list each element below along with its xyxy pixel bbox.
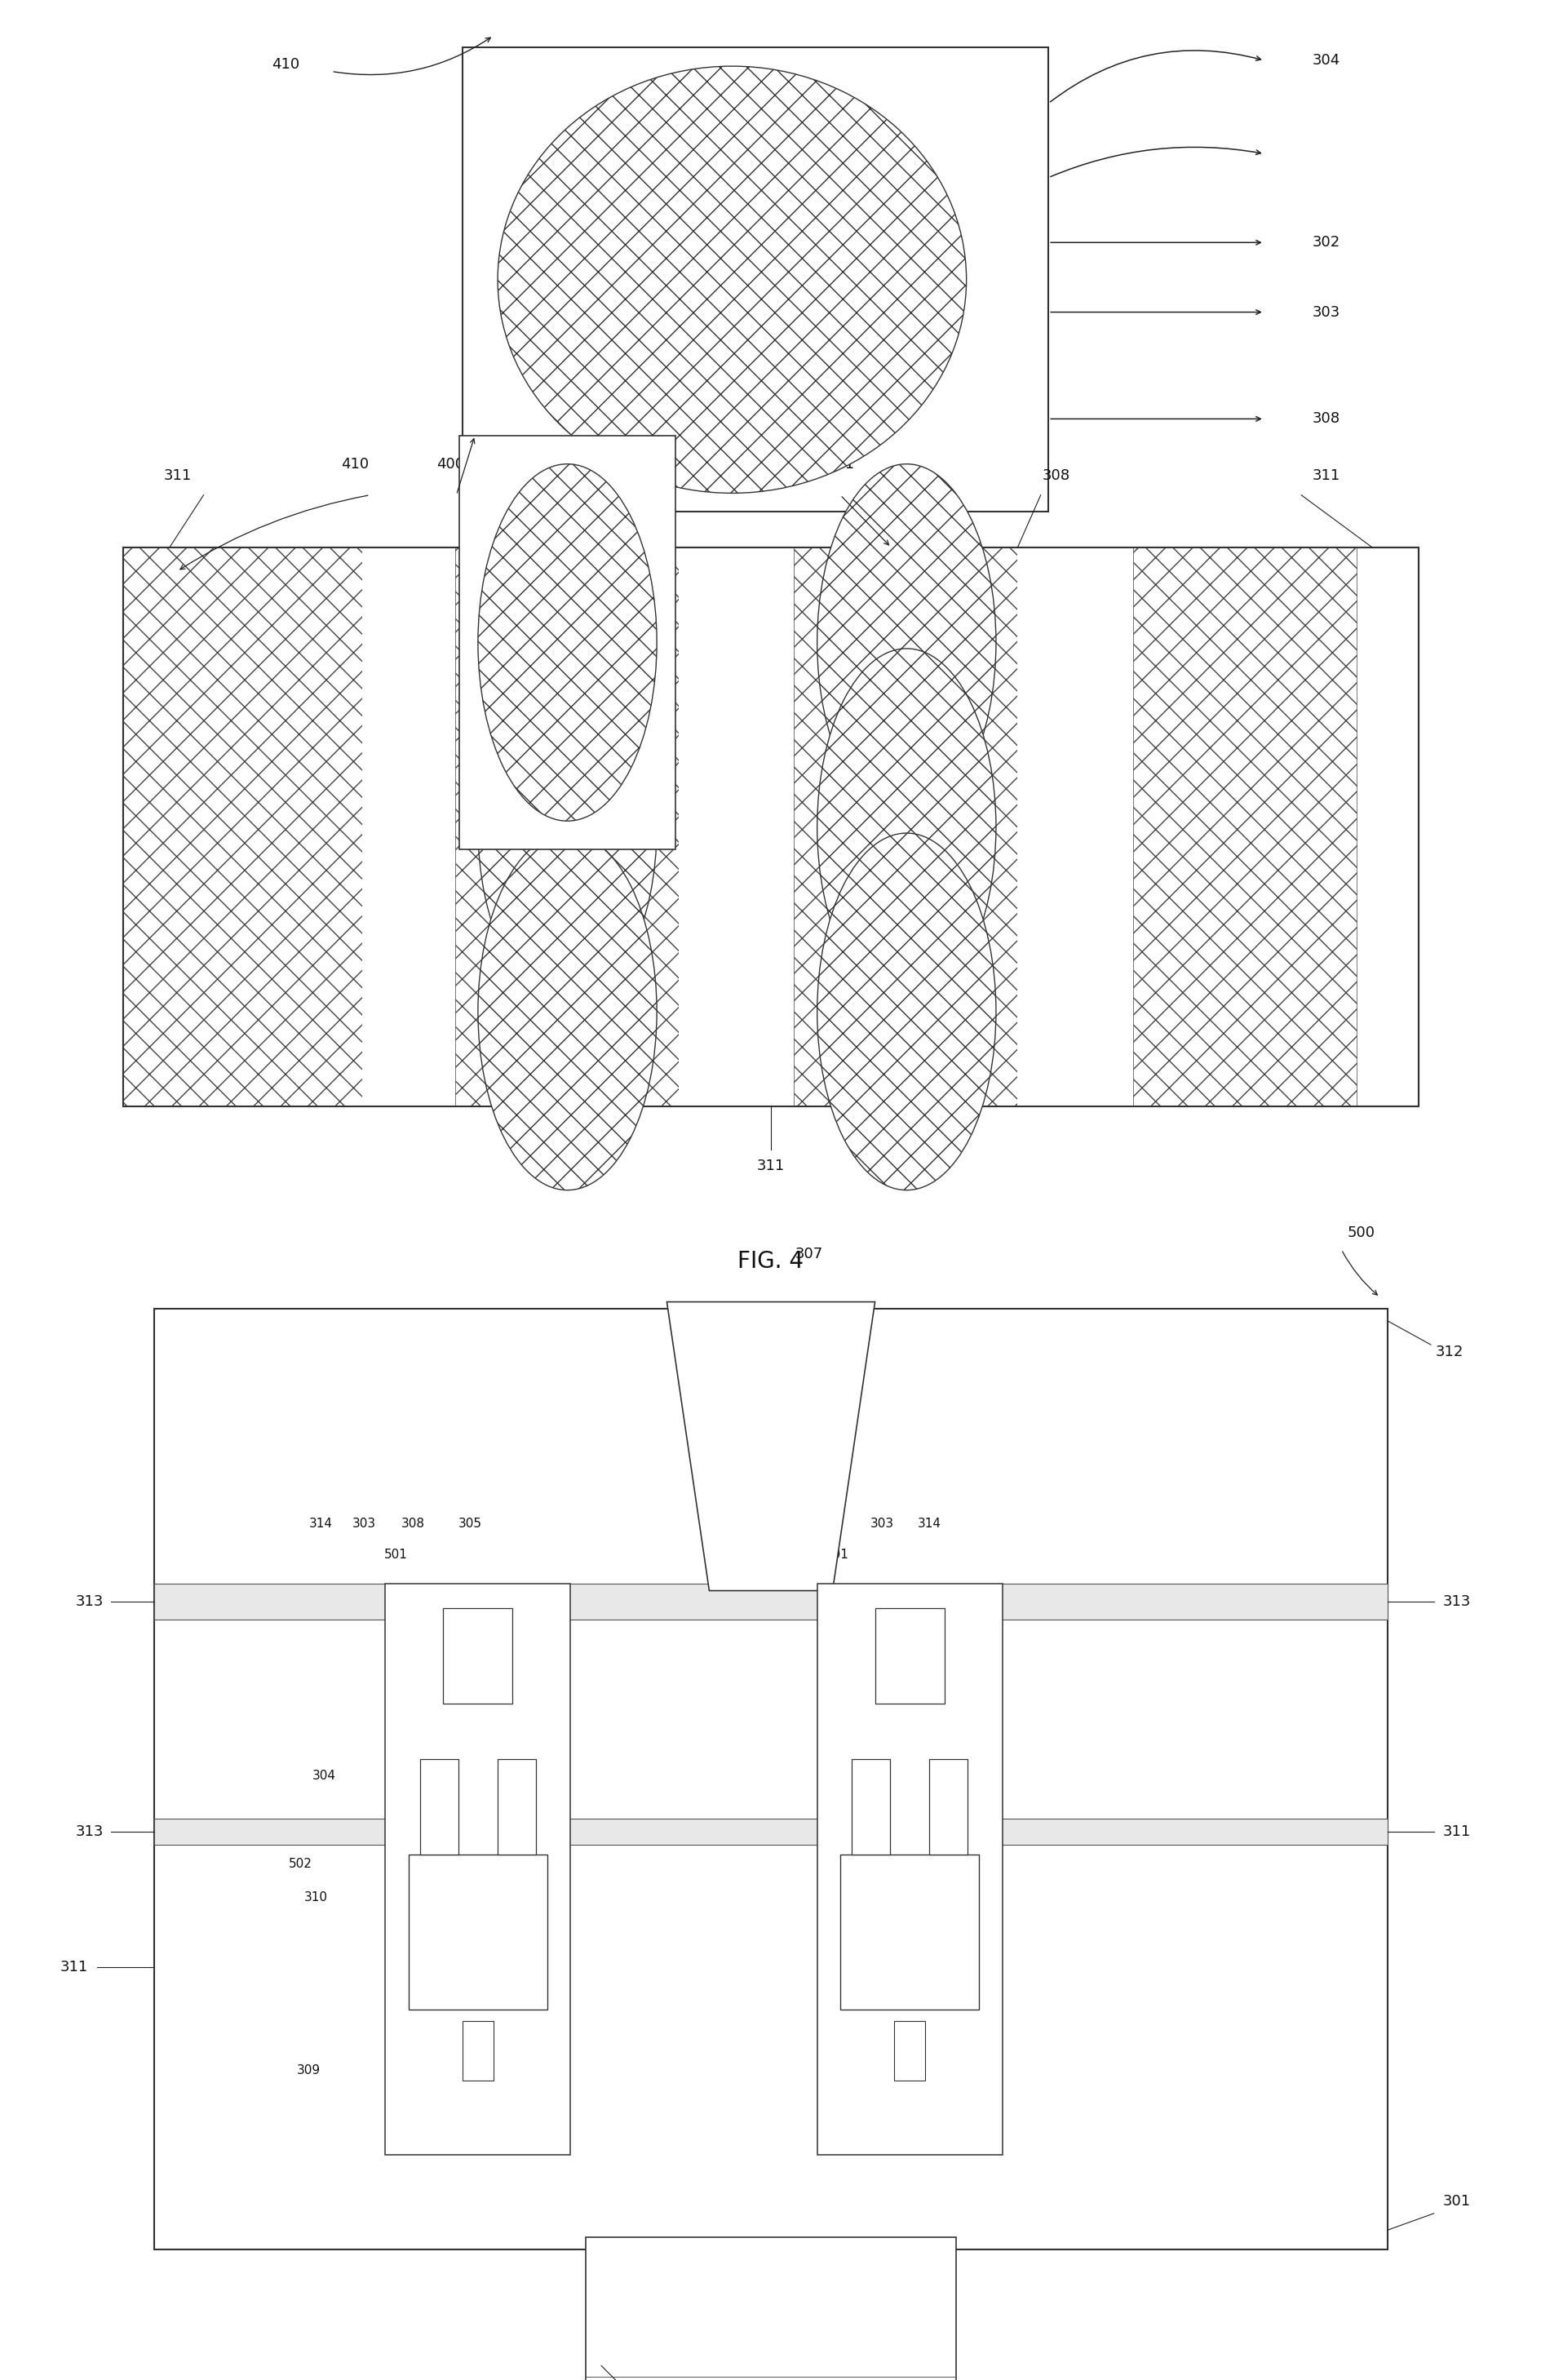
Bar bbox=[496, 1759, 536, 1854]
Text: 309: 309 bbox=[940, 2063, 965, 2078]
Bar bbox=[817, 1583, 1002, 2156]
Bar bbox=[1017, 547, 1133, 1107]
Text: 314: 314 bbox=[917, 1518, 942, 1530]
Bar bbox=[385, 1583, 570, 2156]
Text: 400: 400 bbox=[436, 457, 464, 471]
Text: 311: 311 bbox=[60, 1959, 88, 1975]
Bar bbox=[459, 436, 675, 850]
Text: 310: 310 bbox=[304, 1892, 328, 1904]
Text: 500: 500 bbox=[1347, 1226, 1375, 1240]
Text: 502: 502 bbox=[943, 1859, 968, 1871]
Text: 410: 410 bbox=[341, 457, 368, 471]
Text: 308: 308 bbox=[820, 1518, 844, 1530]
Text: 308: 308 bbox=[1311, 412, 1339, 426]
Bar bbox=[840, 1854, 979, 2009]
Bar bbox=[586, 2237, 955, 2380]
Text: 311: 311 bbox=[163, 469, 191, 483]
Text: 308: 308 bbox=[1042, 469, 1069, 483]
Text: 410: 410 bbox=[271, 57, 299, 71]
Bar bbox=[419, 1759, 458, 1854]
Ellipse shape bbox=[478, 833, 656, 1190]
Bar bbox=[123, 547, 1418, 1107]
Ellipse shape bbox=[478, 464, 656, 821]
Ellipse shape bbox=[817, 647, 995, 1004]
Text: FIG. 4: FIG. 4 bbox=[738, 1250, 803, 1273]
Text: 312: 312 bbox=[1435, 1345, 1462, 1359]
Bar bbox=[794, 547, 1017, 1107]
Bar bbox=[123, 547, 362, 1107]
Text: 330: 330 bbox=[465, 1595, 490, 1606]
Text: 309: 309 bbox=[296, 2063, 321, 2078]
Text: 311: 311 bbox=[1442, 1825, 1470, 1840]
Bar bbox=[455, 547, 678, 1107]
Text: 304: 304 bbox=[1311, 52, 1339, 67]
Bar bbox=[154, 1818, 1387, 1844]
Bar bbox=[444, 1609, 512, 1704]
Text: 302: 302 bbox=[1311, 236, 1339, 250]
Text: 311: 311 bbox=[1311, 469, 1339, 483]
Text: 304: 304 bbox=[311, 1771, 336, 1783]
Ellipse shape bbox=[817, 833, 995, 1190]
Bar bbox=[408, 1854, 547, 2009]
Text: 308: 308 bbox=[401, 1518, 425, 1530]
Bar bbox=[928, 1759, 966, 1854]
Bar bbox=[362, 547, 455, 1107]
Text: 311: 311 bbox=[757, 1159, 784, 1173]
Text: 301: 301 bbox=[1442, 2194, 1470, 2209]
Ellipse shape bbox=[498, 67, 966, 493]
Bar bbox=[462, 48, 1048, 512]
Text: 313: 313 bbox=[76, 1825, 103, 1840]
Text: 313: 313 bbox=[1442, 1595, 1470, 1609]
Polygon shape bbox=[666, 1302, 874, 1590]
Bar bbox=[154, 1309, 1387, 2249]
Ellipse shape bbox=[817, 464, 995, 821]
Text: 303: 303 bbox=[869, 1518, 894, 1530]
Bar bbox=[1133, 547, 1356, 1107]
Text: 303: 303 bbox=[351, 1518, 376, 1530]
Text: 314: 314 bbox=[308, 1518, 333, 1530]
Ellipse shape bbox=[478, 464, 656, 821]
Text: 313: 313 bbox=[76, 1595, 103, 1609]
Text: 307: 307 bbox=[795, 1247, 823, 1261]
Text: 305: 305 bbox=[458, 1518, 482, 1530]
Ellipse shape bbox=[478, 647, 656, 1004]
Text: 303: 303 bbox=[556, 457, 584, 471]
Text: 501: 501 bbox=[384, 1549, 408, 1561]
Text: 303: 303 bbox=[1311, 305, 1339, 319]
Bar bbox=[123, 547, 1418, 1107]
Bar bbox=[462, 2021, 493, 2080]
Text: 501: 501 bbox=[824, 1549, 849, 1561]
Bar bbox=[154, 1583, 1387, 1618]
Text: 502: 502 bbox=[288, 1859, 313, 1871]
Text: 401: 401 bbox=[826, 457, 854, 471]
Bar bbox=[874, 1609, 943, 1704]
Bar bbox=[678, 547, 794, 1107]
Bar bbox=[894, 2021, 925, 2080]
Bar bbox=[851, 1759, 891, 1854]
